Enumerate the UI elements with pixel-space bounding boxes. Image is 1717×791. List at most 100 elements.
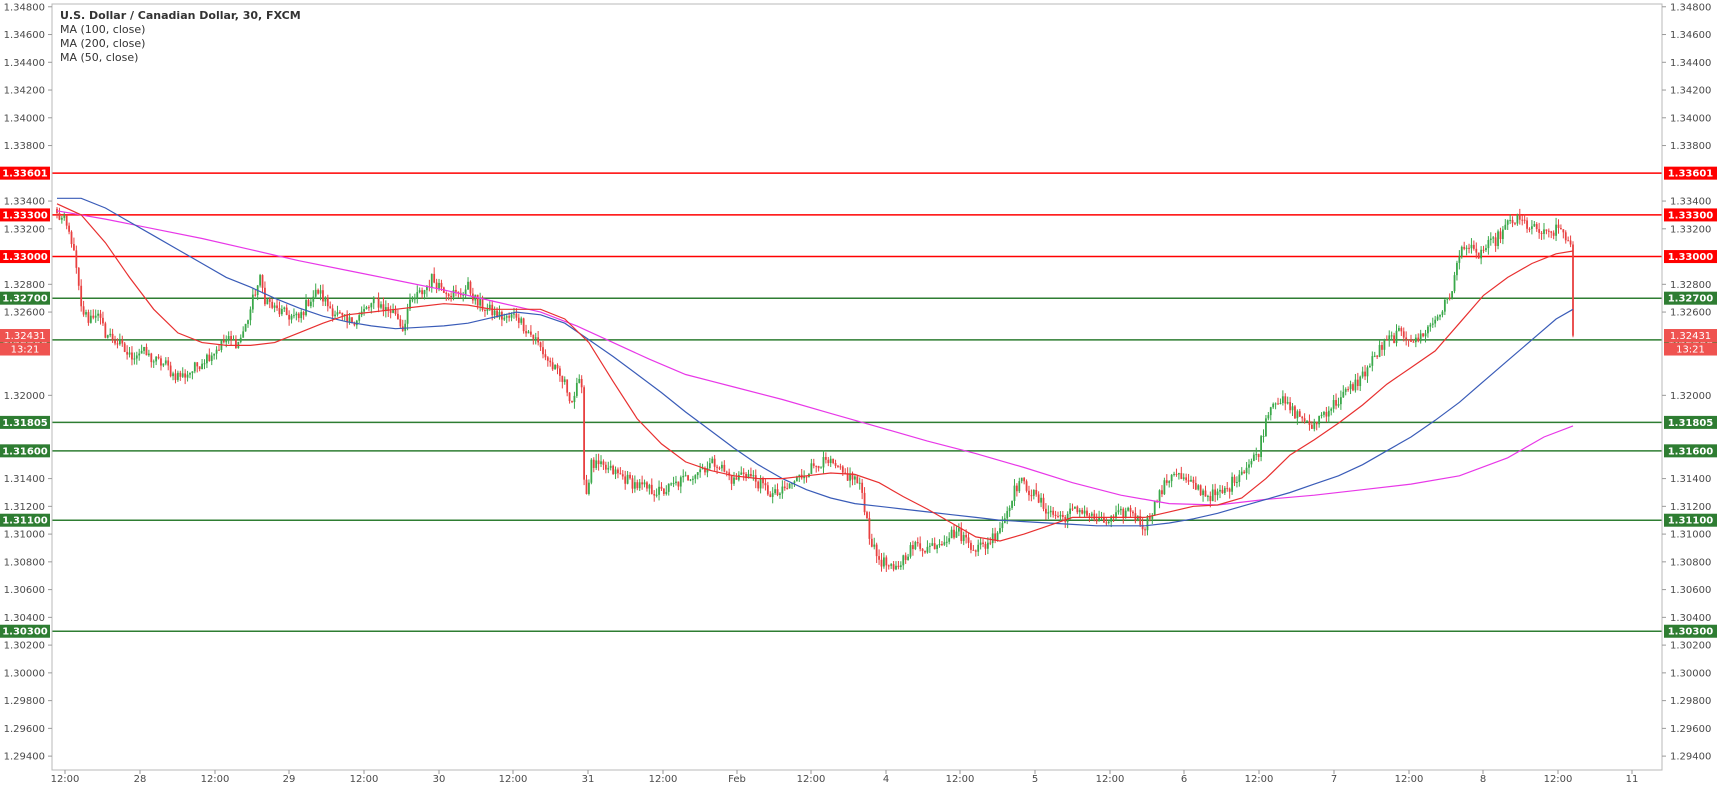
candle-bull [1378, 340, 1381, 358]
candle-bear [1528, 227, 1531, 233]
candle-bull [1344, 387, 1347, 396]
svg-text:1.33601: 1.33601 [2, 169, 48, 180]
candle-bull [290, 313, 293, 324]
candle-bull [1069, 503, 1071, 520]
candle-bear [1475, 242, 1478, 259]
candle-bear [70, 230, 73, 248]
candle-bear [967, 532, 970, 549]
candle-bull [1207, 494, 1209, 502]
candle-bear [126, 345, 129, 360]
candle-bear [167, 356, 170, 371]
candle-bear [1535, 222, 1538, 232]
candle-bear [80, 279, 83, 312]
candle-bull [215, 346, 218, 360]
candle-bear [394, 305, 397, 316]
candle-bear [1567, 236, 1570, 242]
candle-bull [1127, 506, 1130, 512]
candle-bull [1107, 519, 1110, 525]
candle-bull [588, 479, 590, 496]
x-tick-label: 29 [283, 774, 296, 785]
candle-bear [863, 487, 866, 516]
candle-bull [820, 466, 822, 469]
candle-bear [1301, 415, 1304, 423]
candle-bear [517, 313, 520, 329]
candle-bear [1061, 510, 1064, 520]
candle-bull [1119, 506, 1122, 515]
candle-bear [1402, 327, 1405, 342]
candle-bull [1168, 480, 1171, 488]
candle-bear [1175, 468, 1178, 477]
support-level-label: 1.31600 [0, 444, 50, 458]
candle-bear [114, 335, 116, 346]
candle-bear [1405, 331, 1408, 346]
svg-text:1.32700: 1.32700 [1668, 294, 1714, 305]
candle-bear [861, 478, 864, 500]
y-tick-label-left: 1.34600 [4, 30, 45, 41]
candle-bull [1032, 489, 1035, 500]
support-level-label: 1.31600 [1664, 444, 1717, 458]
candle-bull [1446, 297, 1449, 304]
candle-bull [675, 475, 677, 486]
svg-text:1.31100: 1.31100 [2, 516, 48, 527]
candle-bull [1485, 244, 1487, 252]
candle-bull [128, 346, 131, 358]
candle-bear [77, 267, 80, 291]
y-tick-label-right: 1.29600 [1670, 724, 1711, 735]
candle-bull [665, 485, 668, 496]
candle-bear [484, 307, 486, 317]
candle-bull [1216, 488, 1219, 501]
candle-bull [1170, 474, 1173, 488]
y-tick-label-left: 1.34800 [4, 2, 45, 13]
candle-bull [907, 553, 909, 561]
y-tick-label-left: 1.32800 [4, 280, 45, 291]
candle-bear [837, 464, 839, 468]
candle-bull [242, 326, 245, 338]
candle-bear [1185, 473, 1188, 483]
candle-bull [1008, 505, 1011, 517]
candle-bear [677, 481, 680, 491]
candle-bear [179, 370, 182, 381]
candle-bull [936, 544, 939, 554]
candle-bear [1364, 365, 1366, 381]
candle-bull [249, 306, 252, 326]
candle-bull [691, 475, 694, 485]
candle-bull [1424, 329, 1427, 343]
candle-bull [945, 536, 948, 548]
candle-bull [1555, 217, 1557, 242]
candle-bull [336, 305, 339, 317]
candle-bull [135, 351, 138, 365]
candle-bear [546, 356, 549, 367]
candle-bear [970, 540, 972, 554]
candle-bull [895, 561, 897, 571]
candle-bear [530, 325, 532, 338]
candle-bull [1158, 489, 1161, 509]
candle-bull [902, 554, 905, 570]
candle-bear [933, 537, 936, 550]
candle-bull [1279, 398, 1282, 405]
candle-bull [155, 356, 158, 366]
candle-bull [1240, 467, 1243, 476]
y-tick-label-left: 1.30000 [4, 668, 45, 679]
candle-bull [520, 316, 523, 325]
candle-bear [302, 310, 305, 320]
candle-bull [1011, 500, 1013, 510]
x-tick-label: 12:00 [946, 774, 975, 785]
candle-bear [353, 321, 356, 327]
candle-bear [1538, 222, 1541, 239]
resistance-level-label: 1.33000 [1664, 250, 1717, 264]
x-tick-label: 12:00 [1544, 774, 1573, 785]
candle-bear [1052, 507, 1055, 518]
candle-bear [307, 298, 310, 307]
candle-bull [1098, 510, 1100, 522]
candle-bull [305, 294, 307, 317]
candle-bear [559, 365, 561, 382]
candle-bull [314, 283, 317, 299]
candle-bull [1182, 473, 1185, 481]
candle-bear [1233, 474, 1236, 487]
candle-bear [278, 301, 281, 317]
candle-bull [133, 352, 136, 365]
x-tick-label: 12:00 [1395, 774, 1424, 785]
svg-text:1.33000: 1.33000 [1668, 252, 1714, 263]
candle-bear [1294, 405, 1296, 419]
